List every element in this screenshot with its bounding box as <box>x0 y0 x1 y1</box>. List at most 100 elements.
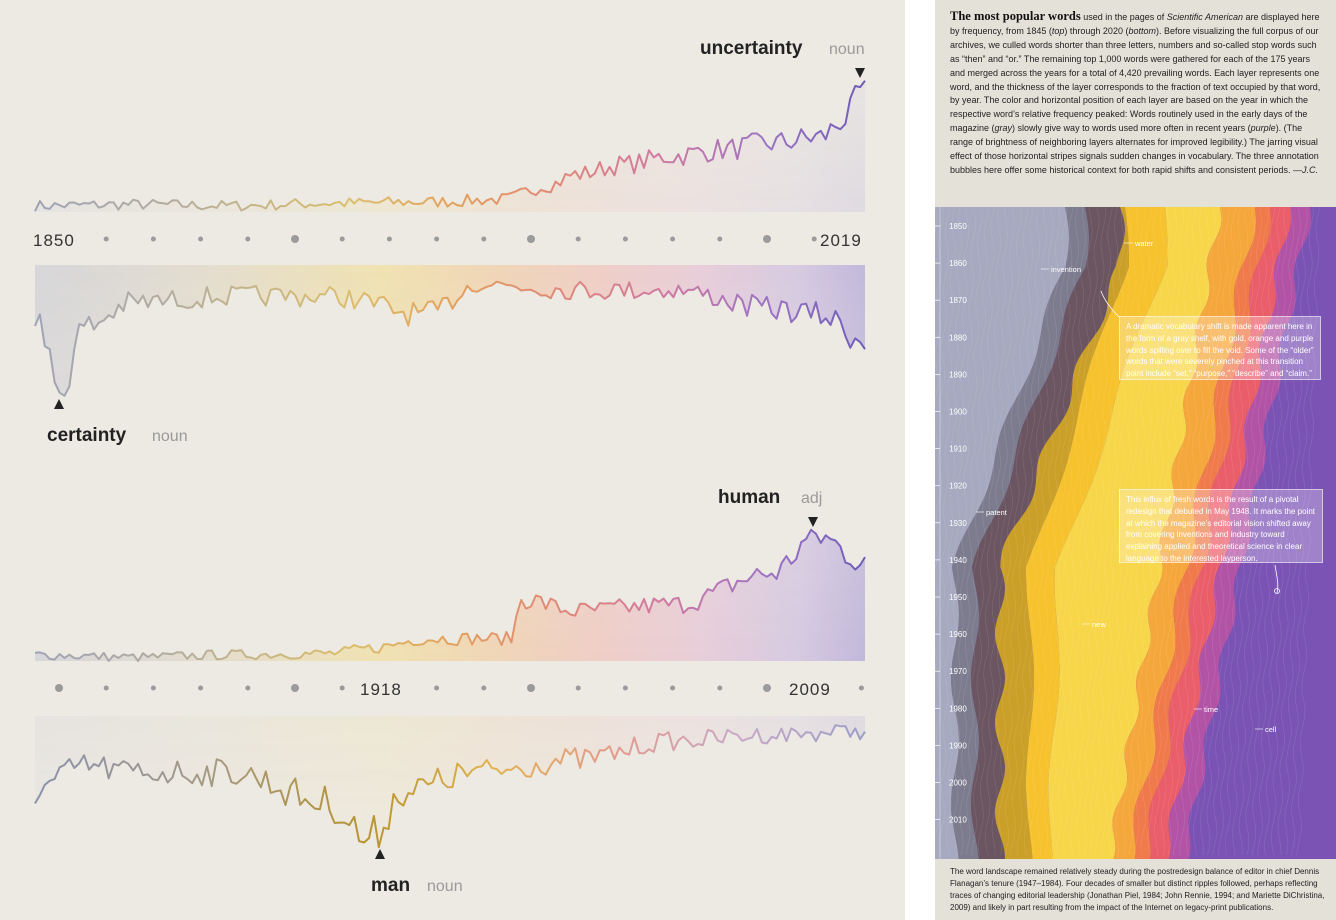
stream-texture-line <box>1128 207 1152 856</box>
axis-dot <box>291 684 299 692</box>
intro-lead: The most popular words <box>950 9 1081 23</box>
axis-dot <box>386 236 392 242</box>
stream-texture-line <box>991 207 1015 856</box>
annotation2-dot <box>1274 588 1280 594</box>
stream-texture-line <box>965 207 990 856</box>
year-label: 1950 <box>949 593 967 602</box>
bottom-note: The word landscape remained relatively s… <box>950 867 1325 912</box>
pos-label-human: adj <box>801 490 822 507</box>
stream-texture-line <box>1270 207 1294 856</box>
word-label-time: time <box>1204 705 1218 714</box>
axis-dot <box>103 236 109 242</box>
stream-texture-line <box>1069 207 1093 856</box>
year-label: 1960 <box>949 630 967 639</box>
stream-texture-line <box>1206 207 1230 856</box>
stream-texture-line <box>1167 207 1191 856</box>
stream-texture-line <box>1010 207 1035 856</box>
human-line <box>34 528 866 662</box>
year-label: 1930 <box>949 519 967 528</box>
stream-texture-line <box>1193 207 1217 856</box>
stream-layer <box>1026 207 1168 859</box>
human-area <box>35 529 865 661</box>
axis-dot <box>481 236 487 242</box>
stream-texture-line <box>1147 207 1171 856</box>
axis-dot <box>575 236 581 242</box>
stream-texture-line <box>1088 207 1113 856</box>
word-label-uncertainty: uncertainty <box>700 38 803 59</box>
word-label-cell: cell <box>1265 725 1277 734</box>
year-label: 1860 <box>949 259 967 268</box>
stream-texture-line <box>1264 207 1288 856</box>
stream-texture-line <box>1179 207 1203 856</box>
uncertainty-line <box>34 80 866 212</box>
stream-texture-line <box>939 207 963 856</box>
stream-layer <box>995 207 1129 859</box>
certainty-line <box>34 280 866 397</box>
stream-texture-line <box>1218 207 1242 855</box>
stream-texture-line <box>1122 207 1146 856</box>
year-label: 1970 <box>949 667 967 676</box>
axis-dot <box>481 685 487 691</box>
axis-dot <box>245 236 251 242</box>
word-label-invention-group: invention <box>1041 265 1081 274</box>
stream-texture-line <box>946 207 970 856</box>
stream-layer <box>1112 207 1256 859</box>
axis-dot <box>670 236 676 242</box>
stream-texture-line <box>1225 207 1249 856</box>
marker-uncertainty-peak <box>855 68 865 78</box>
intro-purple: purple <box>1250 123 1276 134</box>
stream-texture <box>935 207 1321 856</box>
word-label-patent-group: patent <box>976 508 1008 517</box>
stream-layer <box>935 207 1069 859</box>
axis-mid-label: 1918 <box>360 680 402 699</box>
stream-texture-line <box>1017 207 1040 856</box>
axis-dot <box>763 235 771 243</box>
stream-texture-line <box>1094 207 1118 856</box>
stream-texture-line <box>984 207 1008 856</box>
uncertainty-area <box>35 80 865 212</box>
intro-magazine: Scientific American <box>1166 12 1243 22</box>
stream-texture-line <box>1245 207 1269 856</box>
intro-part: ) slowly give way to words used more oft… <box>1012 123 1251 134</box>
word-charts-panel: uncertainty noun 1850 2019 certainty nou… <box>0 0 905 920</box>
marker-human-peak <box>808 517 818 527</box>
axis-dot <box>717 685 723 691</box>
stream-layer <box>1048 207 1222 859</box>
stream-texture-line <box>1140 207 1164 856</box>
intro-text: The most popular words used in the pages… <box>950 9 1322 178</box>
stream-texture-line <box>1160 207 1184 856</box>
axis-dot <box>245 685 251 691</box>
word-label-cell-group: cell <box>1255 725 1277 734</box>
stream-texture-line <box>1172 207 1197 856</box>
axis-end-label-2: 2009 <box>789 680 831 699</box>
axis-dot <box>434 236 440 242</box>
word-label-water: water <box>1134 239 1154 248</box>
axis-dot <box>811 236 817 242</box>
annotation-vocabulary-shift: A dramatic vocabulary shift is made appa… <box>1119 316 1321 380</box>
year-label: 1890 <box>949 370 967 379</box>
axis-dot <box>339 236 345 242</box>
axis-end-label: 2019 <box>820 231 862 250</box>
intro-gray: gray <box>994 123 1013 134</box>
year-label: 1940 <box>949 556 967 565</box>
stream-texture-line <box>1284 207 1308 856</box>
stream-texture-line <box>1044 207 1068 856</box>
stream-texture-line <box>1076 207 1100 856</box>
axis-dot <box>527 684 535 692</box>
year-label: 2000 <box>949 779 967 788</box>
word-label-man: man <box>371 875 410 896</box>
stream-layers <box>935 207 1336 859</box>
axis-dot <box>575 685 581 691</box>
stream-texture-line <box>1154 207 1178 856</box>
word-label-patent: patent <box>986 508 1008 517</box>
marker-certainty-peak <box>54 399 64 409</box>
word-label-human: human <box>718 487 780 508</box>
stream-texture-line <box>935 207 951 670</box>
stream-layer <box>1168 207 1311 859</box>
word-label-time-group: time <box>1194 705 1218 714</box>
year-label: 1900 <box>949 408 967 417</box>
annotation2-connector <box>1274 564 1279 594</box>
stream-texture-line <box>1212 207 1237 856</box>
word-charts-svg: uncertainty noun 1850 2019 certainty nou… <box>33 38 866 896</box>
intro-top: top <box>1051 25 1065 36</box>
